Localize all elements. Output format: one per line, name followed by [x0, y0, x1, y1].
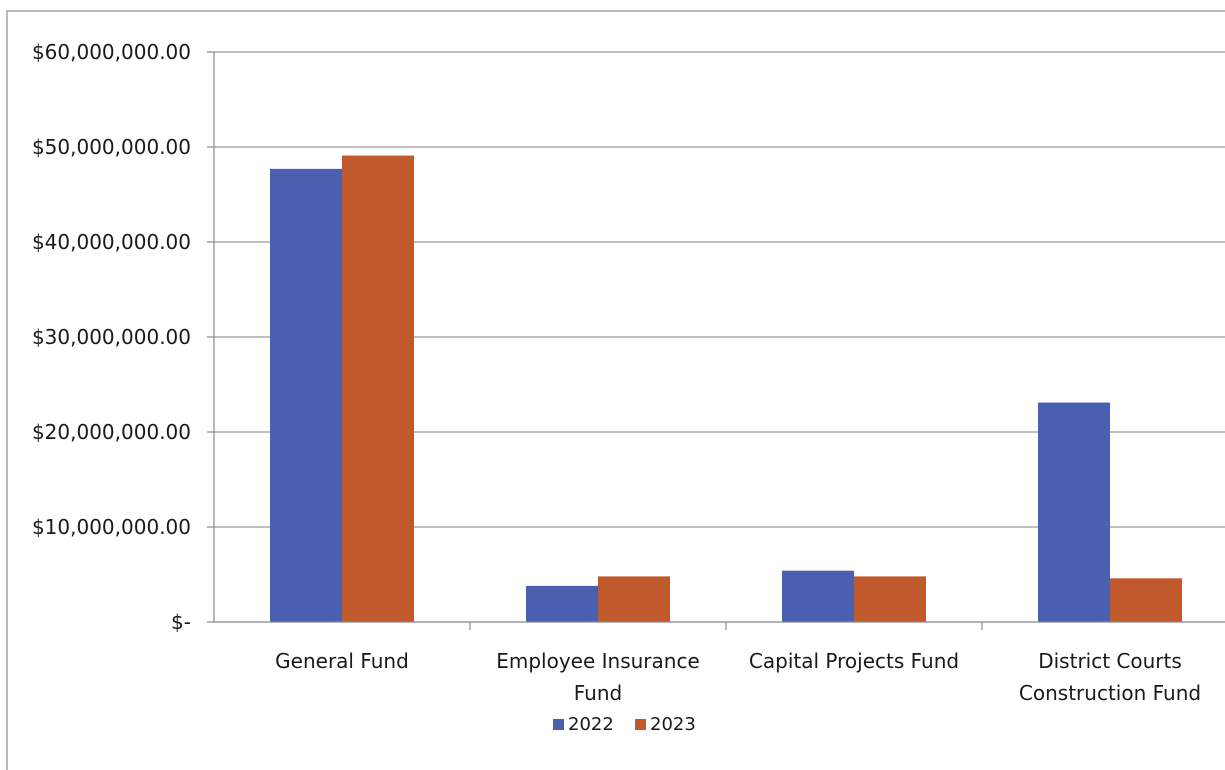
legend: 2022 2023 — [553, 714, 696, 735]
bar-2022-1 — [526, 586, 598, 622]
category-labels: General Fund Employee Insurance Fund Capita… — [275, 649, 1201, 705]
legend-swatch-2022 — [553, 719, 564, 730]
y-tick-label: $40,000,000.00 — [32, 230, 191, 254]
y-tick-label: $60,000,000.00 — [32, 40, 191, 64]
legend-label: 2023 — [650, 714, 696, 735]
y-tick-label: $20,000,000.00 — [32, 420, 191, 444]
bar-2023-2 — [854, 576, 926, 622]
category-label: Fund — [574, 681, 622, 705]
legend-swatch-2023 — [635, 719, 646, 730]
bar-2022-0 — [270, 169, 342, 622]
bar-chart: $- $10,000,000.00 $20,000,000.00 $30,000,00… — [0, 0, 1225, 742]
bar-2023-0 — [342, 156, 414, 622]
bar-2022-2 — [782, 571, 854, 622]
y-tick-label: $10,000,000.00 — [32, 515, 191, 539]
bar-2023-3 — [1110, 578, 1182, 622]
category-label: Construction Fund — [1019, 681, 1201, 705]
y-tick-label: $50,000,000.00 — [32, 135, 191, 159]
legend-label: 2022 — [568, 714, 614, 735]
category-label: Employee Insurance — [496, 649, 700, 673]
y-tick-labels: $- $10,000,000.00 $20,000,000.00 $30,000,00… — [32, 40, 191, 634]
category-label: General Fund — [275, 649, 409, 673]
bars — [270, 156, 1182, 622]
y-tick-label: $30,000,000.00 — [32, 325, 191, 349]
y-tick-label: $- — [171, 610, 191, 634]
category-label: District Courts — [1038, 649, 1182, 673]
bar-2023-1 — [598, 576, 670, 622]
bar-2022-3 — [1038, 403, 1110, 622]
category-label: Capital Projects Fund — [749, 649, 959, 673]
